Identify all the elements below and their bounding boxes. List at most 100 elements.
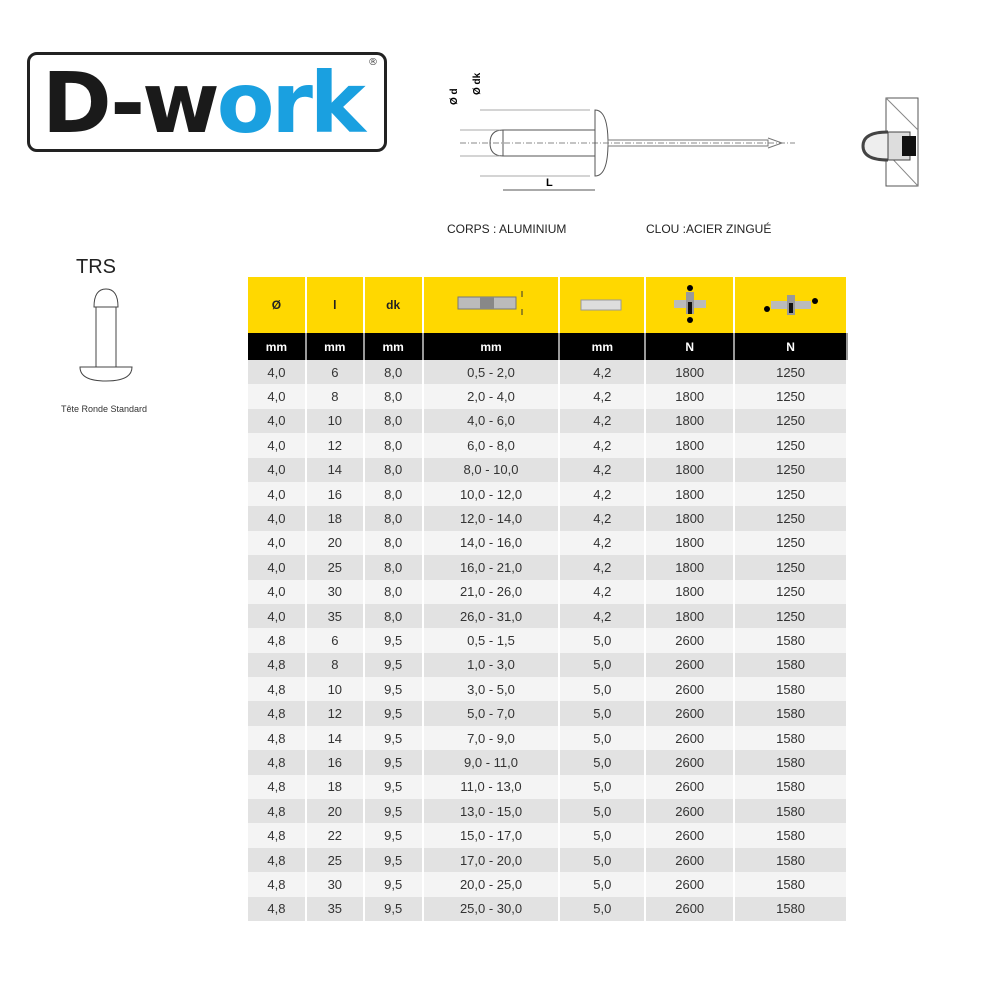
- table-cell: 4,8: [248, 799, 307, 824]
- table-cell: 10: [305, 677, 365, 702]
- table-cell: 2600: [645, 823, 736, 848]
- table-cell: 5,0: [559, 652, 647, 678]
- table-row: 4,8 14 9,5 7,0 - 9,0 5,0 2600 1580: [248, 725, 848, 751]
- table-cell: 1580: [734, 750, 848, 775]
- table-cell: 12: [305, 701, 365, 726]
- table-cell: 0,5 - 1,5: [422, 628, 561, 653]
- table-row: 4,0 10 8,0 4,0 - 6,0 4,2 1800 1250: [248, 408, 848, 434]
- drill-hole-icon: [559, 277, 647, 333]
- table-cell: 2600: [645, 677, 736, 702]
- table-cell: 5,0: [559, 701, 647, 726]
- table-cell: 4,2: [559, 603, 647, 629]
- length-label: L: [546, 177, 553, 189]
- table-cell: 1800: [645, 408, 736, 434]
- table-cell: 4,0: [248, 360, 307, 385]
- specifications-table: Ø l dk mm mm mm mm mm N N 4,0 6 8,0 0,5 - 2,0 4,2 1…: [248, 277, 848, 921]
- table-cell: 2600: [645, 701, 736, 726]
- table-cell: 1800: [645, 457, 736, 482]
- unit-cell: mm: [363, 333, 424, 360]
- table-cell: 5,0 - 7,0: [422, 701, 561, 726]
- unit-cell: mm: [248, 333, 307, 360]
- table-cell: 2600: [645, 774, 736, 800]
- table-cell: 18: [305, 774, 365, 800]
- table-cell: 8,0 - 10,0: [422, 457, 561, 482]
- registered-mark: ®: [368, 57, 378, 68]
- table-cell: 8,0: [363, 506, 424, 531]
- table-cell: 1250: [734, 360, 848, 385]
- header-length: l: [305, 277, 365, 333]
- table-cell: 1250: [734, 481, 848, 507]
- table-cell: 25: [305, 555, 365, 580]
- table-cell: 9,5: [363, 774, 424, 800]
- table-cell: 1250: [734, 384, 848, 409]
- table-cell: 3,0 - 5,0: [422, 677, 561, 702]
- table-cell: 4,8: [248, 896, 307, 921]
- table-cell: 4,2: [559, 555, 647, 580]
- table-cell: 4,8: [248, 750, 307, 775]
- table-cell: 2600: [645, 872, 736, 897]
- unit-cell: mm: [559, 333, 647, 360]
- units-row: mm mm mm mm mm N N: [248, 333, 848, 360]
- table-cell: 6: [305, 360, 365, 385]
- table-row: 4,0 14 8,0 8,0 - 10,0 4,2 1800 1250: [248, 457, 848, 482]
- table-cell: 5,0: [559, 677, 647, 702]
- product-code: TRS: [76, 256, 116, 278]
- table-cell: 1800: [645, 603, 736, 629]
- grip-range-icon: [422, 277, 561, 333]
- table-cell: 5,0: [559, 750, 647, 775]
- table-cell: 4,2: [559, 360, 647, 385]
- table-cell: 8,0: [363, 408, 424, 434]
- table-cell: 1580: [734, 799, 848, 824]
- table-cell: 4,0: [248, 506, 307, 531]
- table-cell: 9,5: [363, 701, 424, 726]
- table-cell: 1800: [645, 555, 736, 580]
- table-cell: 6: [305, 628, 365, 653]
- table-cell: 1800: [645, 481, 736, 507]
- unit-cell: mm: [422, 333, 561, 360]
- table-cell: 8,0: [363, 433, 424, 458]
- table-cell: 8,0: [363, 579, 424, 604]
- table-row: 4,0 35 8,0 26,0 - 31,0 4,2 1800 1250: [248, 603, 848, 629]
- table-cell: 10: [305, 408, 365, 434]
- product-caption: Tête Ronde Standard: [61, 404, 148, 414]
- table-cell: 17,0 - 20,0: [422, 847, 561, 873]
- table-cell: 4,2: [559, 433, 647, 458]
- table-cell: 4,8: [248, 872, 307, 897]
- table-cell: 1250: [734, 603, 848, 629]
- table-cell: 4,8: [248, 725, 307, 751]
- table-cell: 30: [305, 579, 365, 604]
- table-row: 4,0 18 8,0 12,0 - 14,0 4,2 1800 1250: [248, 506, 848, 531]
- table-cell: 35: [305, 896, 365, 921]
- table-cell: 2600: [645, 896, 736, 921]
- table-cell: 20: [305, 799, 365, 824]
- table-cell: 13,0 - 15,0: [422, 799, 561, 824]
- table-cell: 8,0: [363, 457, 424, 482]
- table-row: 4,8 30 9,5 20,0 - 25,0 5,0 2600 1580: [248, 872, 848, 897]
- table-cell: 4,2: [559, 530, 647, 556]
- logo-text-blue: ork: [216, 54, 366, 152]
- table-row: 4,0 8 8,0 2,0 - 4,0 4,2 1800 1250: [248, 384, 848, 409]
- table-cell: 4,8: [248, 628, 307, 653]
- table-row: 4,0 20 8,0 14,0 - 16,0 4,2 1800 1250: [248, 530, 848, 556]
- table-cell: 4,0: [248, 579, 307, 604]
- table-row: 4,8 20 9,5 13,0 - 15,0 5,0 2600 1580: [248, 799, 848, 824]
- table-cell: 1580: [734, 725, 848, 751]
- table-cell: 7,0 - 9,0: [422, 725, 561, 751]
- table-cell: 14: [305, 725, 365, 751]
- table-cell: 11,0 - 13,0: [422, 774, 561, 800]
- table-row: 4,0 16 8,0 10,0 - 12,0 4,2 1800 1250: [248, 481, 848, 507]
- table-cell: 1580: [734, 774, 848, 800]
- table-cell: 8,0: [363, 360, 424, 385]
- table-cell: 8,0: [363, 384, 424, 409]
- table-cell: 2600: [645, 799, 736, 824]
- round-head-rivet-icon: [79, 288, 133, 382]
- table-cell: 20: [305, 530, 365, 556]
- table-row: 4,8 18 9,5 11,0 - 13,0 5,0 2600 1580: [248, 774, 848, 800]
- table-cell: 1250: [734, 457, 848, 482]
- table-cell: 4,8: [248, 701, 307, 726]
- table-cell: 1800: [645, 579, 736, 604]
- table-cell: 1580: [734, 872, 848, 897]
- d-label: Ø d: [449, 88, 460, 105]
- table-cell: 1250: [734, 506, 848, 531]
- table-cell: 2600: [645, 725, 736, 751]
